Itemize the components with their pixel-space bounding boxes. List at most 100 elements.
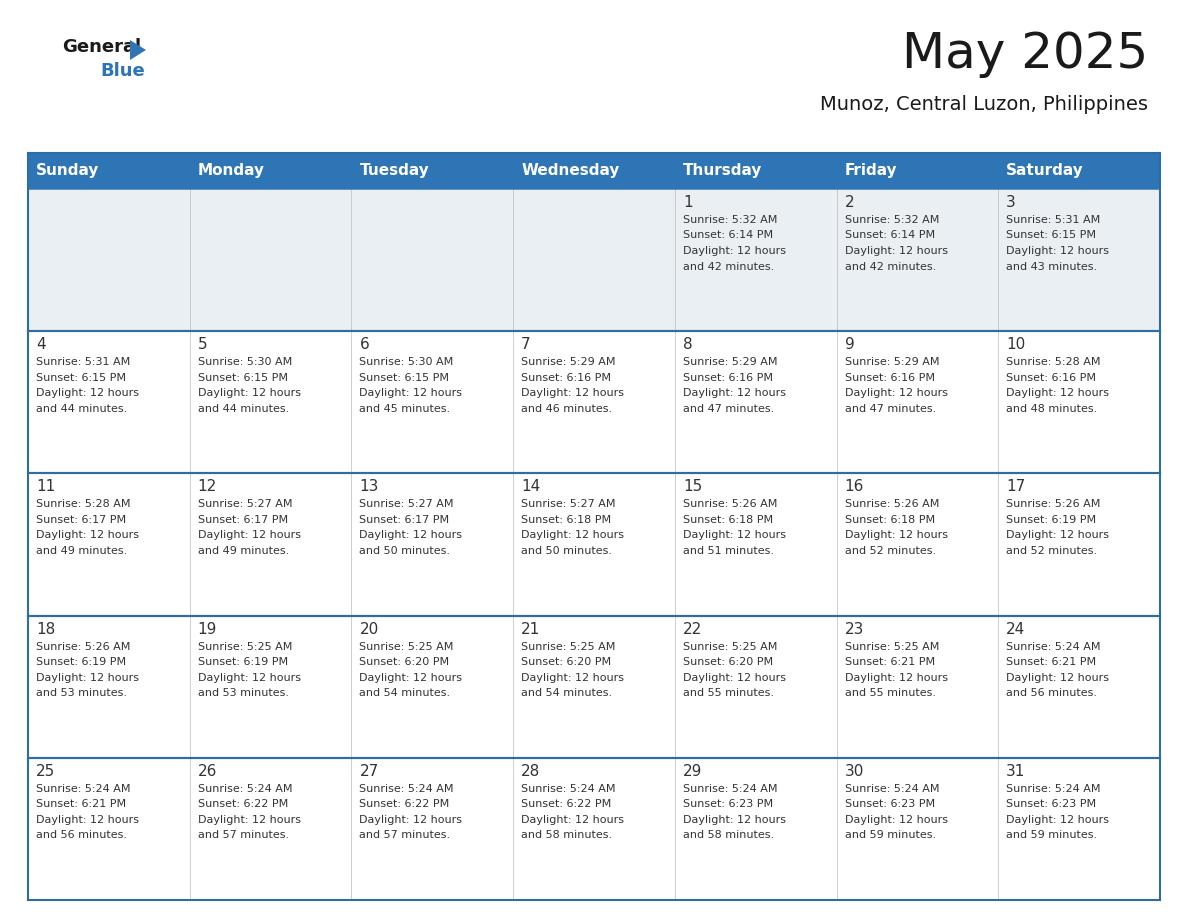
Text: Daylight: 12 hours: Daylight: 12 hours (1006, 815, 1110, 824)
Text: and 50 minutes.: and 50 minutes. (522, 546, 612, 556)
Text: 7: 7 (522, 337, 531, 353)
Text: and 45 minutes.: and 45 minutes. (360, 404, 450, 414)
Text: Sunset: 6:19 PM: Sunset: 6:19 PM (1006, 515, 1097, 525)
Text: 6: 6 (360, 337, 369, 353)
Text: Sunset: 6:22 PM: Sunset: 6:22 PM (197, 800, 287, 810)
Text: Daylight: 12 hours: Daylight: 12 hours (522, 531, 624, 541)
Text: Sunset: 6:15 PM: Sunset: 6:15 PM (197, 373, 287, 383)
Text: Saturday: Saturday (1006, 163, 1083, 178)
Text: and 56 minutes.: and 56 minutes. (1006, 688, 1098, 698)
Text: Sunset: 6:16 PM: Sunset: 6:16 PM (683, 373, 773, 383)
Text: and 55 minutes.: and 55 minutes. (683, 688, 773, 698)
Text: Sunrise: 5:32 AM: Sunrise: 5:32 AM (845, 215, 939, 225)
Text: Sunrise: 5:29 AM: Sunrise: 5:29 AM (683, 357, 777, 367)
Text: and 52 minutes.: and 52 minutes. (1006, 546, 1098, 556)
Text: 3: 3 (1006, 195, 1016, 210)
Text: Munoz, Central Luzon, Philippines: Munoz, Central Luzon, Philippines (820, 95, 1148, 114)
Text: and 56 minutes.: and 56 minutes. (36, 830, 127, 840)
Text: Friday: Friday (845, 163, 897, 178)
Text: Sunrise: 5:24 AM: Sunrise: 5:24 AM (360, 784, 454, 794)
Text: Daylight: 12 hours: Daylight: 12 hours (197, 673, 301, 683)
Text: Daylight: 12 hours: Daylight: 12 hours (360, 531, 462, 541)
Text: Sunset: 6:19 PM: Sunset: 6:19 PM (36, 657, 126, 667)
Text: and 55 minutes.: and 55 minutes. (845, 688, 936, 698)
Text: Daylight: 12 hours: Daylight: 12 hours (197, 388, 301, 398)
Text: 10: 10 (1006, 337, 1025, 353)
Text: and 47 minutes.: and 47 minutes. (845, 404, 936, 414)
Text: 18: 18 (36, 621, 56, 636)
Text: and 54 minutes.: and 54 minutes. (522, 688, 612, 698)
Bar (29, 757, 1159, 900)
Text: and 50 minutes.: and 50 minutes. (360, 546, 450, 556)
Bar (29, 189, 1159, 331)
Text: Sunrise: 5:26 AM: Sunrise: 5:26 AM (36, 642, 131, 652)
Text: and 58 minutes.: and 58 minutes. (683, 830, 775, 840)
Text: Sunset: 6:17 PM: Sunset: 6:17 PM (360, 515, 449, 525)
Text: Sunrise: 5:25 AM: Sunrise: 5:25 AM (522, 642, 615, 652)
Text: 21: 21 (522, 621, 541, 636)
Text: Sunset: 6:20 PM: Sunset: 6:20 PM (360, 657, 449, 667)
Text: Sunset: 6:21 PM: Sunset: 6:21 PM (1006, 657, 1097, 667)
Text: and 46 minutes.: and 46 minutes. (522, 404, 612, 414)
Text: Daylight: 12 hours: Daylight: 12 hours (522, 388, 624, 398)
Text: Sunrise: 5:24 AM: Sunrise: 5:24 AM (522, 784, 615, 794)
Text: 8: 8 (683, 337, 693, 353)
Text: Sunrise: 5:31 AM: Sunrise: 5:31 AM (36, 357, 131, 367)
Text: Sunset: 6:20 PM: Sunset: 6:20 PM (522, 657, 612, 667)
Bar (29, 616, 1159, 757)
Bar (29, 474, 1159, 616)
Text: 22: 22 (683, 621, 702, 636)
Text: Sunset: 6:22 PM: Sunset: 6:22 PM (360, 800, 450, 810)
Text: 23: 23 (845, 621, 864, 636)
Text: Sunrise: 5:29 AM: Sunrise: 5:29 AM (845, 357, 939, 367)
Text: Daylight: 12 hours: Daylight: 12 hours (197, 531, 301, 541)
Text: and 58 minutes.: and 58 minutes. (522, 830, 612, 840)
Text: Sunrise: 5:24 AM: Sunrise: 5:24 AM (683, 784, 777, 794)
Text: 30: 30 (845, 764, 864, 778)
Text: Sunrise: 5:29 AM: Sunrise: 5:29 AM (522, 357, 615, 367)
Text: Daylight: 12 hours: Daylight: 12 hours (845, 673, 948, 683)
Text: Daylight: 12 hours: Daylight: 12 hours (36, 673, 139, 683)
Text: and 42 minutes.: and 42 minutes. (845, 262, 936, 272)
Text: Daylight: 12 hours: Daylight: 12 hours (683, 246, 785, 256)
Text: 25: 25 (36, 764, 56, 778)
Text: Sunrise: 5:24 AM: Sunrise: 5:24 AM (1006, 642, 1101, 652)
Text: Daylight: 12 hours: Daylight: 12 hours (522, 673, 624, 683)
Text: and 42 minutes.: and 42 minutes. (683, 262, 775, 272)
Text: Sunrise: 5:31 AM: Sunrise: 5:31 AM (1006, 215, 1100, 225)
Text: 15: 15 (683, 479, 702, 495)
Text: Sunrise: 5:24 AM: Sunrise: 5:24 AM (197, 784, 292, 794)
Text: 2: 2 (845, 195, 854, 210)
Text: Sunrise: 5:25 AM: Sunrise: 5:25 AM (197, 642, 292, 652)
Text: Sunrise: 5:24 AM: Sunrise: 5:24 AM (845, 784, 939, 794)
Text: Daylight: 12 hours: Daylight: 12 hours (845, 246, 948, 256)
Text: Sunrise: 5:26 AM: Sunrise: 5:26 AM (845, 499, 939, 509)
Text: Sunset: 6:14 PM: Sunset: 6:14 PM (683, 230, 773, 241)
Text: Sunset: 6:22 PM: Sunset: 6:22 PM (522, 800, 612, 810)
Text: Sunset: 6:21 PM: Sunset: 6:21 PM (845, 657, 935, 667)
Text: Sunset: 6:17 PM: Sunset: 6:17 PM (197, 515, 287, 525)
Text: Daylight: 12 hours: Daylight: 12 hours (522, 815, 624, 824)
Text: and 52 minutes.: and 52 minutes. (845, 546, 936, 556)
Text: Sunset: 6:14 PM: Sunset: 6:14 PM (845, 230, 935, 241)
Text: 12: 12 (197, 479, 217, 495)
Text: Sunset: 6:21 PM: Sunset: 6:21 PM (36, 800, 126, 810)
Text: 9: 9 (845, 337, 854, 353)
Text: Sunrise: 5:28 AM: Sunrise: 5:28 AM (1006, 357, 1101, 367)
Text: Sunrise: 5:27 AM: Sunrise: 5:27 AM (360, 499, 454, 509)
Text: Sunrise: 5:28 AM: Sunrise: 5:28 AM (36, 499, 131, 509)
Text: Sunset: 6:19 PM: Sunset: 6:19 PM (197, 657, 287, 667)
Text: Sunset: 6:18 PM: Sunset: 6:18 PM (522, 515, 612, 525)
Text: Sunset: 6:15 PM: Sunset: 6:15 PM (36, 373, 126, 383)
Text: 29: 29 (683, 764, 702, 778)
Text: Daylight: 12 hours: Daylight: 12 hours (36, 388, 139, 398)
Text: Sunset: 6:16 PM: Sunset: 6:16 PM (522, 373, 611, 383)
Text: and 43 minutes.: and 43 minutes. (1006, 262, 1098, 272)
Text: Sunset: 6:16 PM: Sunset: 6:16 PM (1006, 373, 1097, 383)
Text: and 53 minutes.: and 53 minutes. (197, 688, 289, 698)
Text: Sunrise: 5:25 AM: Sunrise: 5:25 AM (845, 642, 939, 652)
Text: and 47 minutes.: and 47 minutes. (683, 404, 775, 414)
Text: Daylight: 12 hours: Daylight: 12 hours (683, 673, 785, 683)
Text: 28: 28 (522, 764, 541, 778)
Text: 11: 11 (36, 479, 56, 495)
